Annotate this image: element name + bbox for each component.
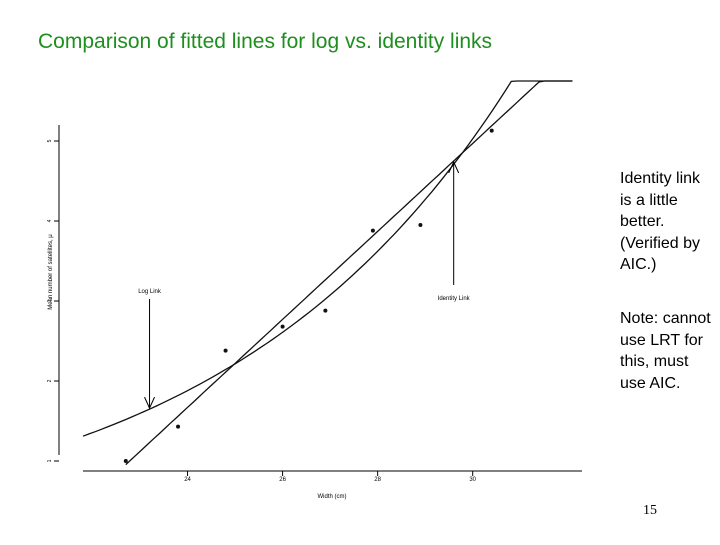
log-link-label: Log Link: [138, 289, 162, 295]
x-tick-label: 28: [374, 477, 381, 483]
identity-link-arrow-head: [448, 160, 460, 174]
data-point: [223, 348, 228, 353]
data-point: [370, 228, 375, 233]
log-link-curve: [82, 80, 573, 437]
data-point: [418, 223, 423, 227]
log-link-arrow-head: [144, 396, 155, 410]
x-tick-label: 24: [184, 477, 191, 483]
x-tick-label: 30: [469, 477, 476, 483]
identity-link-label: Identity Link: [438, 296, 471, 302]
y-axis-label: Mean number of satellites, μ: [48, 234, 54, 310]
identity-link-line: [125, 80, 573, 466]
chart-container: 24 26 28 30 1 2 3 4 5 Width (cm) Mean number of sa…: [47, 80, 582, 500]
data-point: [280, 324, 285, 329]
fitted-lines-chart: 24 26 28 30 1 2 3 4 5 Width (cm) Mean number of sa…: [47, 80, 582, 500]
data-point: [323, 308, 328, 313]
data-point: [123, 459, 128, 463]
y-tick-label: 3: [47, 299, 53, 302]
y-tick-label: 1: [47, 459, 53, 462]
x-tick-label: 26: [279, 477, 286, 483]
annotations: Log Link Identity Link: [138, 160, 471, 410]
y-tick-label: 4: [47, 219, 53, 222]
x-axis-label: Width (cm): [318, 494, 347, 500]
data-point: [489, 128, 494, 133]
axes: 24 26 28 30 1 2 3 4 5 Width (cm) Mean number of sa…: [47, 125, 582, 500]
y-tick-label: 5: [47, 139, 53, 142]
fitted-curves: [82, 80, 573, 466]
page-number: 15: [643, 503, 657, 518]
y-tick-label: 2: [47, 379, 53, 382]
data-point: [176, 424, 181, 429]
data-points: [123, 128, 494, 463]
note-identity-better: Identity link is a little better. (Verif…: [620, 170, 701, 273]
note-use-aic: Note: cannot use LRT for this, must use …: [620, 310, 711, 392]
slide-title: Comparison of fitted lines for log vs. i…: [38, 30, 493, 53]
